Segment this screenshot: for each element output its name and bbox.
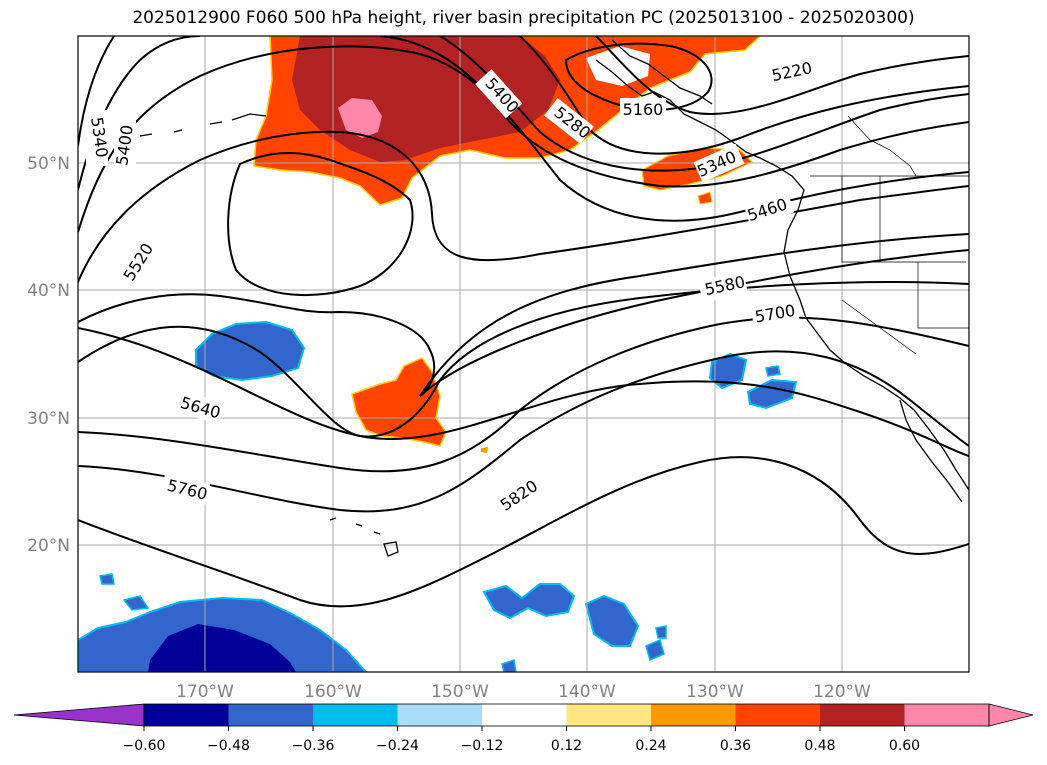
contour-5760-a — [78, 456, 969, 608]
lon-label: 150°W — [431, 682, 489, 702]
contour-5580-b — [419, 233, 969, 397]
north-america-coast — [595, 59, 969, 491]
baja-coast — [899, 399, 963, 503]
colorbar-tick-label: 0.36 — [720, 738, 751, 754]
contour-label-bg — [121, 233, 165, 285]
contour-label-bg — [495, 475, 547, 519]
colorbar-segment — [482, 704, 567, 726]
positive-anomaly-spot — [697, 191, 713, 205]
negative-anomaly-small-2 — [99, 573, 115, 585]
chart-title: 2025012900 F060 500 hPa height, river ba… — [132, 8, 915, 28]
colorbar-segment — [313, 704, 398, 726]
lat-label: 50°N — [27, 154, 70, 174]
colorbar-segment — [228, 704, 313, 726]
colorbar-segment — [144, 704, 229, 726]
contour-label-bg — [743, 191, 795, 227]
colorbar-segment — [735, 704, 820, 726]
contour-5520-b — [227, 152, 414, 297]
lon-label: 170°W — [176, 682, 234, 702]
colorbar-tick-label: −0.60 — [123, 738, 166, 754]
negative-anomaly-east-1 — [708, 352, 748, 390]
coastlines — [139, 39, 969, 557]
colorbar-extend-low — [13, 703, 145, 727]
lon-labels: 170°W 160°W 150°W 140°W 130°W 120°W — [176, 682, 871, 702]
contour-label-bg — [114, 118, 136, 174]
lat-labels: 50°N 40°N 30°N 20°N — [27, 154, 70, 556]
colorbar-tick-label: −0.36 — [292, 738, 335, 754]
negative-anomaly-small-3 — [122, 595, 150, 611]
contour-label-bg — [544, 98, 594, 144]
colorbar-tick-label: 0.60 — [889, 738, 920, 754]
colorbar-tick-label: 0.48 — [804, 738, 835, 754]
colorbar-tick-label: −0.12 — [461, 738, 504, 754]
hawaii-islands — [329, 517, 399, 557]
negative-anomaly-hawaii-2 — [584, 594, 640, 647]
colorbar-tick-label: −0.24 — [376, 738, 419, 754]
negative-anomaly-small-4 — [501, 659, 517, 672]
colorbar-tick-label: −0.48 — [207, 738, 250, 754]
contour-5160 — [564, 42, 713, 111]
positive-anomaly-peak — [338, 98, 382, 138]
contour-label-bg — [86, 110, 108, 166]
negative-anomaly-hawaii-1 — [482, 583, 576, 620]
colorbar-tick-label: 0.24 — [635, 738, 666, 754]
lat-label: 20°N — [27, 536, 70, 556]
precip-shading — [78, 36, 798, 672]
contour-label-bg — [475, 69, 523, 119]
contour-5820 — [78, 327, 969, 457]
contour-5400-b — [379, 36, 969, 188]
lat-label: 40°N — [27, 281, 70, 301]
negative-anomaly-strong — [148, 624, 296, 672]
colorbar: −0.60 −0.48 −0.36 −0.24 −0.12 0.12 0.24 … — [13, 703, 1034, 754]
colorbar-tick-label: 0.12 — [551, 738, 582, 754]
negative-anomaly-small-1 — [645, 638, 665, 662]
contour-label-bg — [160, 472, 210, 506]
contour-label-bg — [698, 271, 748, 303]
contour-5220 — [595, 36, 969, 115]
colorbar-ticks — [143, 726, 905, 731]
contour-5760-b — [78, 350, 969, 513]
negative-anomaly-small-5 — [655, 625, 667, 639]
lon-label: 160°W — [304, 682, 362, 702]
lat-label: 30°N — [27, 409, 70, 429]
alaska-islands — [139, 39, 713, 137]
contour-label: 5160 — [623, 100, 664, 119]
gridlines — [78, 36, 969, 672]
contour-label-bg — [173, 390, 225, 424]
contour-label-bg — [620, 98, 666, 120]
lon-label: 140°W — [558, 682, 616, 702]
colorbar-segment — [397, 704, 482, 726]
contour-label-bg — [768, 55, 818, 87]
negative-anomaly-east-3 — [765, 365, 781, 377]
lon-label: 120°W — [813, 682, 871, 702]
colorbar-segment — [566, 704, 651, 726]
colorbar-segment — [904, 704, 989, 726]
positive-anomaly-dot — [481, 447, 488, 453]
positive-anomaly-subtropic — [351, 357, 447, 447]
contour-5280 — [519, 36, 969, 155]
colorbar-segment — [651, 704, 736, 726]
map-frame — [77, 35, 970, 673]
colorbar-segment — [820, 704, 905, 726]
contour-label-bg — [693, 143, 745, 183]
negative-anomaly-east-2 — [746, 378, 798, 410]
contour-5340-a — [78, 36, 115, 147]
contour-label-bg — [750, 298, 800, 328]
contour-5520-a — [78, 130, 969, 283]
colorbar-extend-high — [988, 703, 1034, 727]
lon-label: 130°W — [686, 682, 744, 702]
